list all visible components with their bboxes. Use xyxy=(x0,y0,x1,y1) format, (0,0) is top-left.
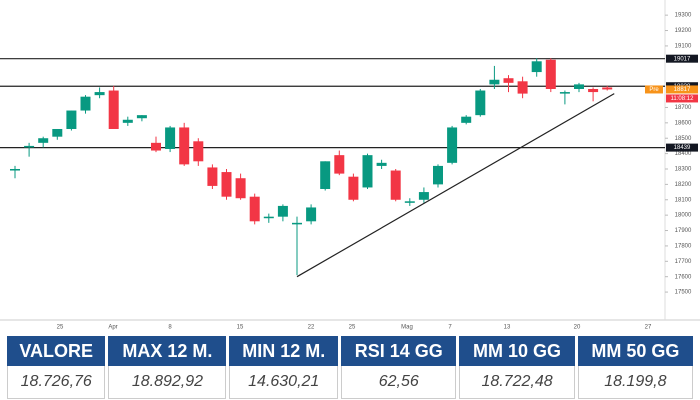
trendline xyxy=(296,93,615,278)
price-tag-box xyxy=(645,85,663,94)
y-tick-label: 17800 xyxy=(675,243,692,249)
candle-body xyxy=(235,178,246,199)
candle-body xyxy=(38,138,49,143)
y-tick-label: 19200 xyxy=(675,28,692,34)
candle-body xyxy=(10,168,20,171)
countdown-box xyxy=(666,94,698,103)
table-header: MAX 12 M. xyxy=(108,336,227,366)
level-label: 19017 xyxy=(674,56,691,62)
candle-body xyxy=(362,155,373,188)
candle-body xyxy=(461,116,472,123)
chart: 19300 19200 19100 18700 18600 18500 18400 18300… xyxy=(0,0,700,331)
table-value: 18.199,8 xyxy=(577,366,693,399)
table-header: RSI 14 GG xyxy=(341,336,457,366)
y-tick-label: 18400 xyxy=(675,151,692,157)
candle-body xyxy=(108,90,119,129)
candle-body xyxy=(517,81,528,94)
countdown: 11:08:12 xyxy=(671,96,695,102)
candle-body xyxy=(221,172,232,197)
candle-body xyxy=(207,167,218,186)
candle-body xyxy=(334,155,345,174)
level-label: 18439 xyxy=(674,145,691,151)
candle-body xyxy=(574,84,584,89)
candle-body xyxy=(277,205,288,217)
candle-body xyxy=(447,127,458,163)
candle-body xyxy=(249,196,260,222)
y-tick-label: 18500 xyxy=(675,136,692,142)
candle-body xyxy=(503,78,514,83)
candle-body xyxy=(320,161,331,189)
x-tick-label: 8 xyxy=(168,325,172,331)
candle-body xyxy=(179,127,190,165)
table-header: MM 50 GG xyxy=(577,336,693,366)
x-tick-label: 7 xyxy=(448,325,452,331)
level-box xyxy=(666,54,698,63)
level-box xyxy=(666,143,698,152)
table-value: 62,56 xyxy=(341,366,457,399)
candle-body xyxy=(531,61,542,73)
candle-body xyxy=(545,59,556,89)
y-tick-label: 17600 xyxy=(675,274,692,280)
price-label: 18817 xyxy=(674,87,691,93)
y-tick-label: 17700 xyxy=(675,259,692,265)
x-tick-label: 22 xyxy=(308,325,315,331)
candle-body xyxy=(588,88,599,93)
table-value: 18.892,92 xyxy=(108,366,227,399)
x-tick-label: 25 xyxy=(57,325,64,331)
candle-body xyxy=(348,176,359,200)
x-tick-label: Mag xyxy=(401,325,413,331)
candle-body xyxy=(66,110,77,129)
y-tick-label: 19100 xyxy=(675,43,692,49)
candle-body xyxy=(404,201,415,203)
x-tick-label: Apr xyxy=(108,325,117,331)
y-tick-label: 18100 xyxy=(675,197,692,203)
table-value: 18.722,48 xyxy=(459,366,575,399)
y-tick-label: 17500 xyxy=(675,290,692,296)
y-tick-label: 17900 xyxy=(675,228,692,234)
table-value: 14.630,21 xyxy=(229,366,339,399)
price-box xyxy=(666,85,698,94)
x-tick-label: 27 xyxy=(645,325,652,331)
x-tick-label: 15 xyxy=(237,325,244,331)
candle-body xyxy=(151,142,161,151)
candle-body xyxy=(602,87,613,90)
table-header: VALORE xyxy=(7,336,106,366)
y-tick-label: 19300 xyxy=(675,13,692,19)
table-header: MIN 12 M. xyxy=(229,336,339,366)
candle-body xyxy=(433,165,443,185)
stats-table: VALORE MAX 12 M. MIN 12 M. RSI 14 GG MM 10 G… xyxy=(4,336,696,399)
candle-body xyxy=(292,222,302,225)
candle-body xyxy=(418,192,429,200)
y-tick-label: 18600 xyxy=(675,120,692,126)
x-tick-label: 20 xyxy=(574,325,581,331)
header-row: VALORE MAX 12 M. MIN 12 M. RSI 14 GG MM 10 G… xyxy=(7,336,693,366)
table-value: 18.726,76 xyxy=(7,366,106,399)
price-tag: Pre xyxy=(649,87,659,93)
x-tick-label: 13 xyxy=(504,325,511,331)
candle-body xyxy=(94,92,105,96)
candle-body xyxy=(475,90,486,116)
candle-body xyxy=(376,162,387,166)
candle-body xyxy=(122,119,133,123)
candle-body xyxy=(193,141,204,162)
value-row: 18.726,76 18.892,92 14.630,21 62,56 18.722,4… xyxy=(7,366,693,399)
table-header: MM 10 GG xyxy=(459,336,575,366)
candle-body xyxy=(136,115,147,119)
candle-body xyxy=(306,207,317,222)
candle-body xyxy=(165,127,176,149)
candle-body xyxy=(390,170,401,200)
candle-body xyxy=(24,145,35,148)
candle-body xyxy=(80,96,91,111)
y-tick-label: 18000 xyxy=(675,213,692,219)
candle-body xyxy=(559,92,570,94)
candle-body xyxy=(263,216,274,219)
x-tick-label: 25 xyxy=(349,325,356,331)
candle-body xyxy=(52,128,63,137)
y-tick-label: 18700 xyxy=(675,105,692,111)
candle-body xyxy=(489,79,500,85)
y-tick-label: 18200 xyxy=(675,182,692,188)
y-tick-label: 18300 xyxy=(675,167,692,173)
